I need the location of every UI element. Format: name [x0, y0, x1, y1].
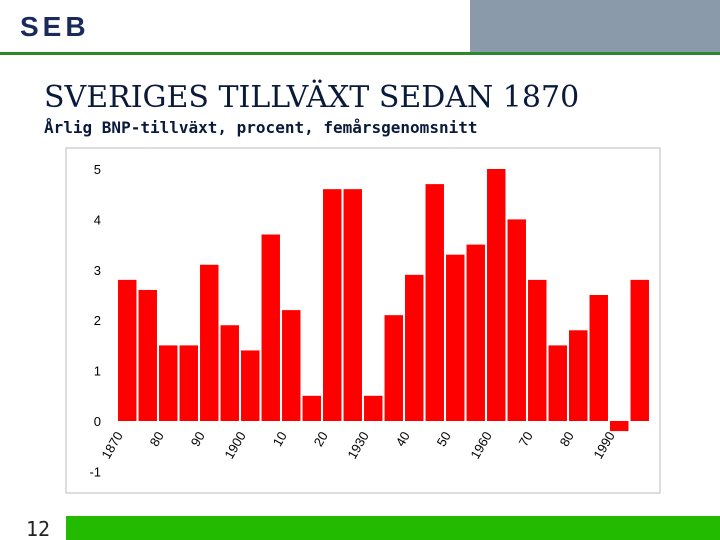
- y-tick-label: 4: [94, 212, 101, 227]
- bar: [220, 325, 239, 421]
- x-tick-label: 40: [393, 429, 413, 449]
- y-tick-label: 3: [94, 263, 101, 278]
- bar: [179, 345, 198, 421]
- y-tick-label: 5: [94, 162, 101, 177]
- bar: [200, 264, 219, 421]
- footer-bar: [0, 516, 720, 540]
- x-tick-label: 80: [147, 429, 167, 449]
- bar: [302, 395, 321, 421]
- x-tick-label: 80: [557, 429, 577, 449]
- y-tick-label: 1: [94, 364, 101, 379]
- y-tick-label: -1: [89, 464, 101, 479]
- bar: [528, 279, 547, 421]
- y-tick-label: 0: [94, 414, 101, 429]
- bar: [323, 189, 342, 421]
- bar: [241, 350, 260, 421]
- x-tick-label: 50: [434, 429, 454, 449]
- page-box: [0, 516, 66, 540]
- bar: [282, 310, 301, 421]
- chart-frame: [65, 147, 661, 494]
- bar: [118, 279, 137, 421]
- bar: [610, 421, 629, 432]
- bar: [138, 289, 157, 421]
- bar: [384, 315, 403, 421]
- bar: [364, 395, 383, 421]
- bar: [446, 254, 465, 421]
- bar: [630, 279, 649, 421]
- bar: [159, 345, 178, 421]
- slide-title: SVERIGES TILLVÄXT SEDAN 1870: [44, 79, 579, 115]
- bar: [487, 169, 506, 421]
- bar: [569, 330, 588, 421]
- logo: SEB: [20, 11, 90, 42]
- x-tick-label: 10: [270, 429, 290, 449]
- bar: [589, 295, 608, 421]
- bar: [548, 345, 567, 421]
- bar: [261, 234, 280, 421]
- header-photos: [470, 0, 720, 52]
- bar: [405, 274, 424, 421]
- bar: [507, 219, 526, 421]
- x-tick-label: 70: [516, 429, 536, 449]
- bar: [425, 184, 444, 421]
- header-line: [0, 52, 720, 55]
- x-tick-label: 20: [311, 429, 331, 449]
- y-tick-label: 2: [94, 313, 101, 328]
- x-tick-label: 90: [188, 429, 208, 449]
- page-number: 12: [26, 517, 50, 540]
- bar: [343, 189, 362, 421]
- bar: [466, 244, 485, 421]
- slide-subtitle: Årlig BNP-tillväxt, procent, femårsgenom…: [44, 118, 477, 137]
